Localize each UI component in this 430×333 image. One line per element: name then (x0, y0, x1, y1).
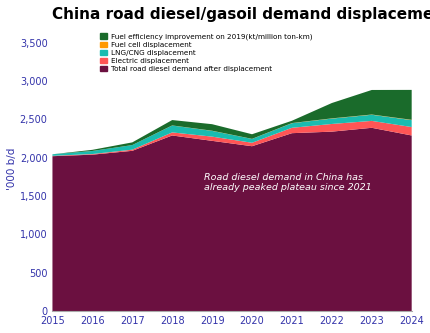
Y-axis label: '000 b/d: '000 b/d (7, 148, 17, 190)
Text: China road diesel/gasoil demand displacement: China road diesel/gasoil demand displace… (52, 7, 430, 22)
Legend: Fuel efficiency improvement on 2019(kt/million ton-km), Fuel cell displacement, : Fuel efficiency improvement on 2019(kt/m… (99, 32, 312, 73)
Text: Road diesel demand in China has
already peaked plateau since 2021: Road diesel demand in China has already … (204, 172, 371, 192)
